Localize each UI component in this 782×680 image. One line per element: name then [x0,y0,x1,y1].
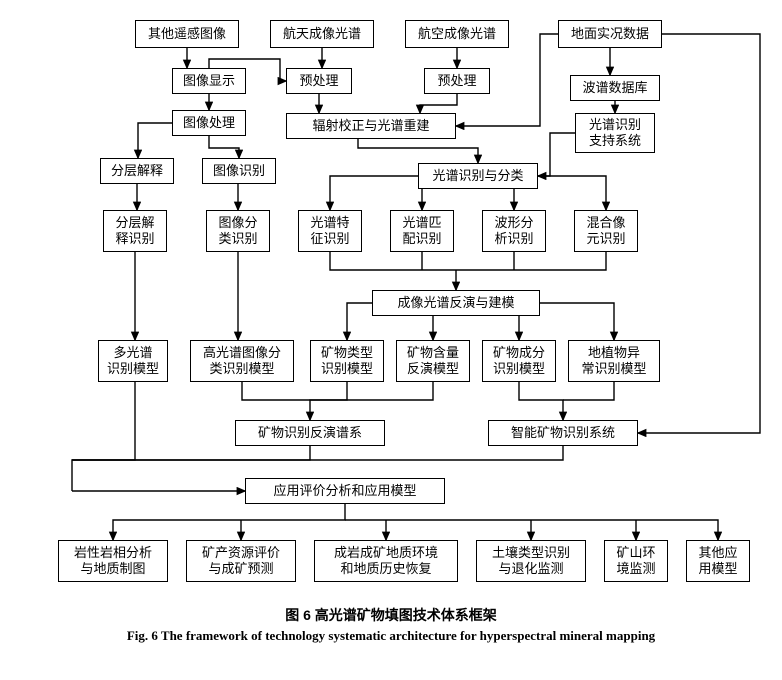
node-n02: 航天成像光谱 [270,20,374,48]
node-n23: 高光谱图像分 类识别模型 [190,340,294,382]
edge [538,176,606,210]
node-n22: 多光谱 识别模型 [98,340,168,382]
edge [347,303,372,340]
node-n06: 预处理 [286,68,352,94]
node-n17: 光谱特 征识别 [298,210,362,252]
node-n13: 图像识别 [202,158,276,184]
edge [358,139,478,163]
edge [310,382,347,420]
edge [330,252,456,270]
edge [563,382,614,400]
node-n12: 分层解释 [100,158,174,184]
node-n20: 混合像 元识别 [574,210,638,252]
node-n35: 矿山环 境监测 [604,540,668,582]
node-n19: 波形分 析识别 [482,210,546,252]
edge [72,382,135,491]
node-n34: 土壤类型识别 与退化监测 [476,540,586,582]
node-n16: 图像分 类识别 [206,210,270,252]
edge [209,136,239,158]
node-n26: 矿物成分 识别模型 [482,340,556,382]
node-n08: 波谱数据库 [570,75,660,101]
edge [519,382,563,420]
caption-cn: 图 6 高光谱矿物填图技术体系框架 [0,605,782,625]
edge [72,446,310,460]
node-n28: 矿物识别反演谱系 [235,420,385,446]
node-n07: 预处理 [424,68,490,94]
edge [345,520,718,540]
node-n36: 其他应 用模型 [686,540,750,582]
node-n31: 岩性岩相分析 与地质制图 [58,540,168,582]
edge [330,176,418,210]
edge [310,382,433,400]
node-n10: 辐射校正与光谱重建 [286,113,456,139]
edge [138,123,172,158]
node-n21: 成像光谱反演与建模 [372,290,540,316]
edge [113,504,345,540]
edge [242,382,310,400]
diagram-canvas: 其他遥感图像 航天成像光谱 航空成像光谱 地面实况数据图像显示 预处理 预处理 波谱数据库图… [0,0,782,680]
node-n30: 应用评价分析和应用模型 [245,478,445,504]
node-n33: 成岩成矿地质环境 和地质历史恢复 [314,540,458,582]
node-n27: 地植物异 常识别模型 [568,340,660,382]
edge [538,133,575,176]
node-n29: 智能矿物识别系统 [488,420,638,446]
node-n01: 其他遥感图像 [135,20,239,48]
node-n11: 光谱识别 支持系统 [575,113,655,153]
edge [72,446,563,460]
caption-en: Fig. 6 The framework of technology syste… [0,628,782,644]
node-n05: 图像显示 [172,68,246,94]
node-n18: 光谱匹 配识别 [390,210,454,252]
node-n14: 光谱识别与分类 [418,163,538,189]
node-n09: 图像处理 [172,110,246,136]
edge [456,252,606,270]
node-n25: 矿物含量 反演模型 [396,340,470,382]
node-n24: 矿物类型 识别模型 [310,340,384,382]
node-n04: 地面实况数据 [558,20,662,48]
edge [540,303,614,340]
node-n32: 矿产资源评价 与成矿预测 [186,540,296,582]
node-n03: 航空成像光谱 [405,20,509,48]
edge [420,94,457,113]
node-n15: 分层解 释识别 [103,210,167,252]
